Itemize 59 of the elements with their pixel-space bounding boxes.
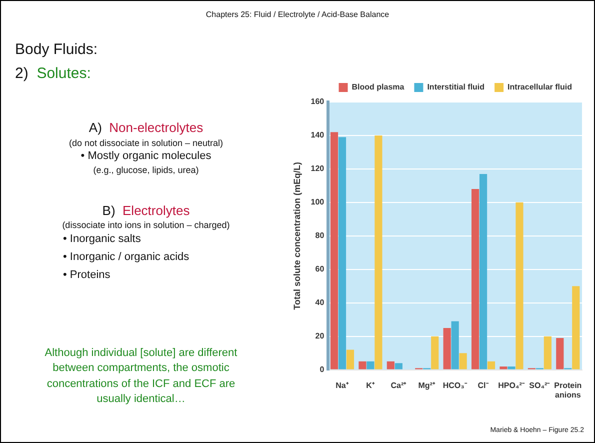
bar [443, 328, 451, 370]
y-tick-label: 60 [315, 264, 325, 274]
x-tick-label: HPO₄²⁻ [498, 380, 525, 390]
bar [338, 137, 346, 370]
bar [358, 361, 366, 370]
bar [572, 286, 580, 370]
legend-label: Intracellular fluid [508, 82, 572, 92]
bar [431, 336, 439, 370]
bar [508, 366, 516, 370]
x-tick-label: Protein anions [554, 380, 582, 400]
y-tick-label: 80 [315, 231, 325, 240]
x-tick-label: HCO₃⁻ [442, 380, 468, 390]
y-tick-label: 100 [310, 198, 325, 207]
bar [374, 135, 382, 370]
text: (dissociate into ions in solution – charged) [62, 220, 230, 230]
x-tick-label: Na⁺ [336, 380, 349, 390]
y-tick-label: 0 [320, 365, 325, 374]
text: • Inorganic salts [63, 233, 141, 246]
legend-label: Blood plasma [352, 82, 405, 92]
bar [516, 202, 524, 370]
bar [386, 361, 394, 370]
text: A) [88, 120, 102, 135]
bar [500, 366, 508, 370]
bar [394, 363, 402, 370]
chart-title: Chapters 25: Fluid / Electrolyte / Acid-Base Balance [204, 10, 390, 19]
y-tick-label: 160 [310, 97, 325, 106]
bar [459, 353, 467, 370]
text: Although individual [solute] are different between compartments, the osmotic concentrations of the ICF and ECF are usually identical… [44, 347, 238, 406]
text: (do not dissociate in solution – neutral) [68, 138, 224, 148]
bar [544, 336, 552, 370]
x-tick-label: Ca²⁺ [390, 380, 407, 390]
text: (e.g., glucose, lipids, urea) [93, 164, 199, 175]
bar [479, 174, 488, 370]
text: Non-electrolytes [109, 120, 204, 135]
y-tick-label: 20 [315, 332, 325, 341]
bar [487, 361, 496, 370]
text: Body Fluids: [15, 41, 98, 58]
x-tick-label: K⁺ [366, 380, 375, 390]
bar [330, 132, 338, 370]
text: B) [102, 202, 116, 218]
legend-label: Interstitial fluid [427, 82, 485, 92]
y-tick-label: 140 [310, 130, 325, 140]
x-tick-label: SO₄²⁻ [529, 380, 550, 390]
y-axis-title: Total solute concentration (mEq/L) [292, 162, 302, 310]
text: • Proteins [63, 268, 110, 281]
x-tick-label: Cl⁻ [478, 380, 489, 390]
bar [471, 189, 480, 370]
x-tick-label: Mg²⁺ [418, 380, 436, 390]
text: • Mostly organic molecules [80, 150, 212, 162]
bar [451, 321, 459, 370]
text: • Inorganic / organic acids [63, 250, 190, 263]
y-tick-label: 120 [310, 164, 325, 174]
bar [556, 338, 564, 370]
bar [346, 350, 354, 370]
y-tick-label: 40 [315, 298, 325, 308]
bar [366, 361, 374, 370]
text: Solutes: [36, 65, 91, 82]
text: 2) [15, 65, 28, 82]
text: Electrolytes [122, 202, 190, 218]
